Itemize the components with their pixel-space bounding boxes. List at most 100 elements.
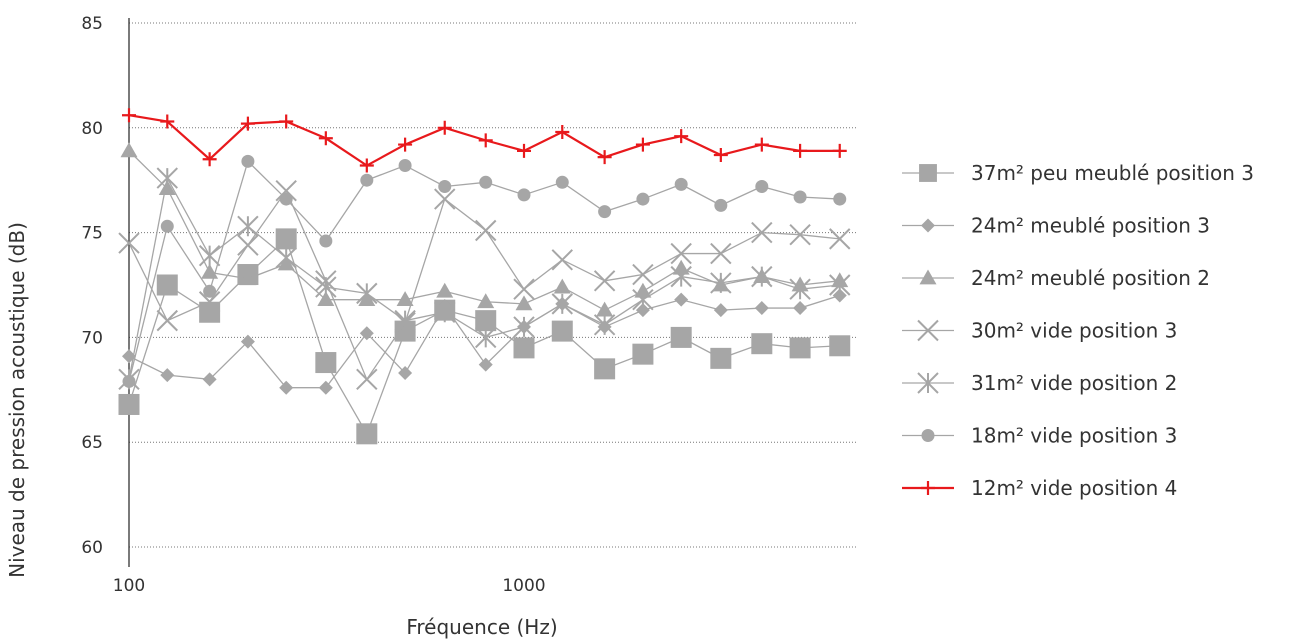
data-point-x <box>475 219 497 242</box>
data-point-asterisk <box>751 265 773 288</box>
legend-item: 31m² vide position 2 <box>902 371 1177 395</box>
data-point-asterisk <box>829 274 851 296</box>
data-point-triangle <box>477 293 495 309</box>
data-point-diamond <box>318 380 333 395</box>
data-point-asterisk <box>513 316 535 338</box>
series-5 <box>118 167 851 391</box>
x-axis-title: Fréquence (Hz) <box>406 615 557 639</box>
data-point-x <box>632 263 654 286</box>
y-tick-label: 75 <box>81 224 103 244</box>
data-point-x <box>751 221 773 244</box>
data-point-asterisk <box>198 244 221 267</box>
data-point-asterisk <box>237 215 259 238</box>
data-point-diamond <box>921 218 935 233</box>
data-point-diamond <box>478 357 493 372</box>
data-point-plus <box>359 158 374 173</box>
data-point-x <box>917 319 939 342</box>
data-point-circle <box>755 179 769 193</box>
series-line <box>128 176 840 380</box>
data-point-diamond <box>713 303 728 318</box>
series-line <box>128 160 840 382</box>
data-point-asterisk <box>356 282 378 305</box>
data-point-circle <box>319 234 333 248</box>
data-point-x <box>156 309 178 332</box>
data-point-x <box>829 228 851 250</box>
legend-label: 30m² vide position 3 <box>971 319 1177 343</box>
legend-item: 18m² vide position 3 <box>902 424 1177 448</box>
data-point-circle <box>636 192 650 206</box>
data-point-square <box>475 310 497 332</box>
data-point-triangle <box>396 291 414 307</box>
data-point-diamond <box>279 380 294 395</box>
data-point-plus <box>122 108 136 123</box>
series-4 <box>118 179 851 391</box>
data-point-square <box>513 337 535 359</box>
data-point-square <box>551 320 573 342</box>
legend-item: 24m² meublé position 3 <box>902 214 1210 238</box>
data-point-asterisk <box>275 247 297 269</box>
data-point-square <box>594 358 616 380</box>
data-point-asterisk <box>156 167 178 189</box>
data-point-x <box>118 232 140 254</box>
data-point-circle <box>714 198 728 212</box>
data-point-plus <box>478 133 493 148</box>
data-point-circle <box>921 429 935 442</box>
series-1 <box>118 228 851 445</box>
y-tick-label: 85 <box>81 14 103 34</box>
data-point-circle <box>793 190 807 204</box>
data-point-plus <box>517 143 531 158</box>
data-point-plus <box>635 137 650 152</box>
data-point-plus <box>202 152 217 167</box>
legend-label: 18m² vide position 3 <box>971 424 1177 448</box>
data-point-circle <box>555 175 569 189</box>
data-point-diamond <box>754 301 769 316</box>
data-point-circle <box>833 192 847 206</box>
legend-item: 12m² vide position 4 <box>902 476 1177 500</box>
data-point-x <box>551 249 573 271</box>
legend-label: 24m² meublé position 3 <box>971 214 1210 238</box>
data-point-x <box>710 242 732 265</box>
data-point-circle <box>203 284 217 298</box>
data-point-square <box>118 393 140 415</box>
data-point-square <box>632 343 654 365</box>
data-point-triangle <box>436 282 454 298</box>
data-point-plus <box>713 148 728 163</box>
legend-label: 31m² vide position 2 <box>971 371 1177 395</box>
y-tick-label: 60 <box>81 538 103 558</box>
data-point-asterisk <box>917 372 939 394</box>
tick-labels: 60 65 70 75 80 85 100 1000 <box>81 14 545 596</box>
data-point-plus <box>279 114 294 129</box>
data-point-circle <box>479 175 493 189</box>
data-point-triangle <box>553 278 571 294</box>
data-point-square <box>670 326 692 348</box>
data-point-x <box>275 179 297 202</box>
data-point-plus <box>160 114 175 129</box>
data-point-square <box>710 347 732 369</box>
y-tick-label: 65 <box>81 433 103 453</box>
data-point-square <box>789 337 811 359</box>
data-point-square <box>315 352 337 374</box>
data-point-circle <box>360 173 374 187</box>
legend-item: 37m² peu meublé position 3 <box>902 161 1254 185</box>
data-point-circle <box>122 374 136 388</box>
data-point-plus <box>754 137 769 152</box>
x-tick-label: 100 <box>113 576 145 596</box>
series <box>118 108 851 445</box>
data-point-asterisk <box>632 288 654 311</box>
data-point-diamond <box>359 326 374 341</box>
data-point-triangle <box>919 269 937 285</box>
data-point-circle <box>674 177 688 191</box>
data-point-x <box>356 368 378 391</box>
data-point-asterisk <box>475 326 497 349</box>
series-2 <box>122 288 847 395</box>
data-point-circle <box>279 192 293 206</box>
legend: 37m² peu meublé position 3 24m² meublé po… <box>902 161 1254 500</box>
data-point-x <box>434 188 456 210</box>
data-point-diamond <box>240 334 255 349</box>
data-point-asterisk <box>315 276 337 298</box>
data-point-asterisk <box>593 314 616 336</box>
data-point-square <box>829 335 851 357</box>
data-point-asterisk <box>394 309 416 332</box>
